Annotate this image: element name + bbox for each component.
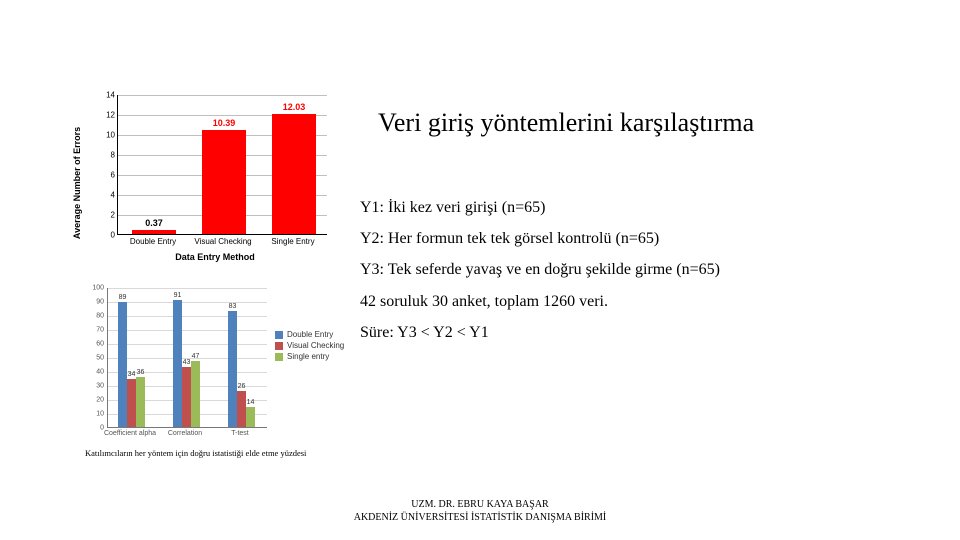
- chart2-ytick: 80: [96, 313, 104, 320]
- chart1-bar: 10.39: [202, 130, 246, 234]
- chart2-bar-value: 47: [192, 353, 200, 360]
- chart2-ytick: 60: [96, 341, 104, 348]
- chart2-ytick: 20: [96, 397, 104, 404]
- footer-line2: AKDENİZ ÜNİVERSİTESİ İSTATİSTİK DANIŞMA …: [0, 511, 960, 524]
- chart2-ytick: 90: [96, 299, 104, 306]
- chart1-bar-value: 0.37: [145, 218, 163, 228]
- chart2-ytick: 70: [96, 327, 104, 334]
- chart2-bar-value: 36: [137, 369, 145, 376]
- chart1-plot: 0.37 10.39 12.03: [117, 95, 327, 235]
- chart1-bar-value: 12.03: [283, 102, 306, 112]
- chart2-caption: Katılımcıların her yöntem için doğru ist…: [85, 448, 350, 458]
- chart2-bar-value: 43: [183, 359, 191, 366]
- legend-swatch: [275, 331, 283, 339]
- slide-body: Y1: İki kez veri girişi (n=65) Y2: Her f…: [360, 192, 920, 348]
- chart2-bar: 89: [118, 302, 127, 427]
- legend-label: Visual Checking: [287, 341, 344, 350]
- chart1-ytick: 6: [111, 171, 115, 180]
- chart2-xtick: Coefficient alpha: [104, 430, 156, 437]
- bullet-note2: Süre: Y3 < Y2 < Y1: [360, 317, 920, 348]
- chart2-xtick: Correlation: [168, 430, 202, 437]
- chart2-bar-value: 14: [247, 399, 255, 406]
- chart1-ytick: 8: [111, 151, 115, 160]
- chart2-ytick: 50: [96, 355, 104, 362]
- chart1-ytick: 12: [106, 111, 115, 120]
- bullet-y3: Y3: Tek seferde yavaş ve en doğru şekild…: [360, 254, 920, 285]
- slide-title: Veri giriş yöntemlerini karşılaştırma: [378, 108, 754, 138]
- chart2-bar: 36: [136, 377, 145, 427]
- chart2-bar: 83: [228, 311, 237, 427]
- chart2-bar: 34: [127, 379, 136, 427]
- chart2-bar-value: 83: [229, 303, 237, 310]
- chart2-ytick: 40: [96, 369, 104, 376]
- chart2-bar-value: 26: [238, 383, 246, 390]
- legend-swatch: [275, 342, 283, 350]
- chart2-ytick: 30: [96, 383, 104, 390]
- chart2-bar: 47: [191, 361, 200, 427]
- chart2-bar: 91: [173, 300, 182, 427]
- chart1-xtick: Visual Checking: [194, 237, 251, 246]
- chart1-xtick: Double Entry: [130, 237, 176, 246]
- chart2-plot: 89 34 36 91 43 47 83 26 14: [107, 288, 267, 428]
- legend-swatch: [275, 353, 283, 361]
- chart2-bar: 26: [237, 391, 246, 427]
- chart2-ytick: 100: [92, 285, 104, 292]
- chart2-bar-value: 91: [174, 292, 182, 299]
- chart1-ytick: 2: [111, 211, 115, 220]
- chart1-xlabel: Data Entry Method: [95, 252, 335, 262]
- chart2-bar: 14: [246, 407, 255, 427]
- chart2-xtick: T-test: [231, 430, 249, 437]
- footer-line1: UZM. DR. EBRU KAYA BAŞAR: [0, 498, 960, 511]
- chart1-ytick: 4: [111, 191, 115, 200]
- chart1-ytick: 14: [106, 91, 115, 100]
- chart1-ylabel: Average Number of Errors: [72, 126, 82, 238]
- bullet-y2: Y2: Her formun tek tek görsel kontrolü (…: [360, 223, 920, 254]
- chart2-legend: Double Entry Visual Checking Single entr…: [275, 328, 344, 363]
- chart1-bar: 0.37: [132, 230, 176, 234]
- accuracy-grouped-chart: 0 10 20 30 40 50 60 70 80 90 100 89 34 3…: [85, 288, 350, 448]
- chart1-ytick: 0: [111, 231, 115, 240]
- chart2-bar: 43: [182, 367, 191, 427]
- bullet-note1: 42 soruluk 30 anket, toplam 1260 veri.: [360, 286, 920, 317]
- chart1-xtick: Single Entry: [271, 237, 314, 246]
- slide-footer: UZM. DR. EBRU KAYA BAŞAR AKDENİZ ÜNİVERS…: [0, 498, 960, 524]
- legend-label: Single entry: [287, 352, 329, 361]
- chart1-bar-value: 10.39: [213, 118, 236, 128]
- bullet-y1: Y1: İki kez veri girişi (n=65): [360, 192, 920, 223]
- errors-bar-chart: Average Number of Errors 0 2 4 6 8 10 12…: [95, 95, 335, 270]
- chart1-ytick: 10: [106, 131, 115, 140]
- chart2-bar-value: 89: [119, 294, 127, 301]
- chart2-ytick: 10: [96, 411, 104, 418]
- chart2-bar-value: 34: [128, 371, 136, 378]
- legend-label: Double Entry: [287, 330, 333, 339]
- chart1-bar: 12.03: [272, 114, 316, 234]
